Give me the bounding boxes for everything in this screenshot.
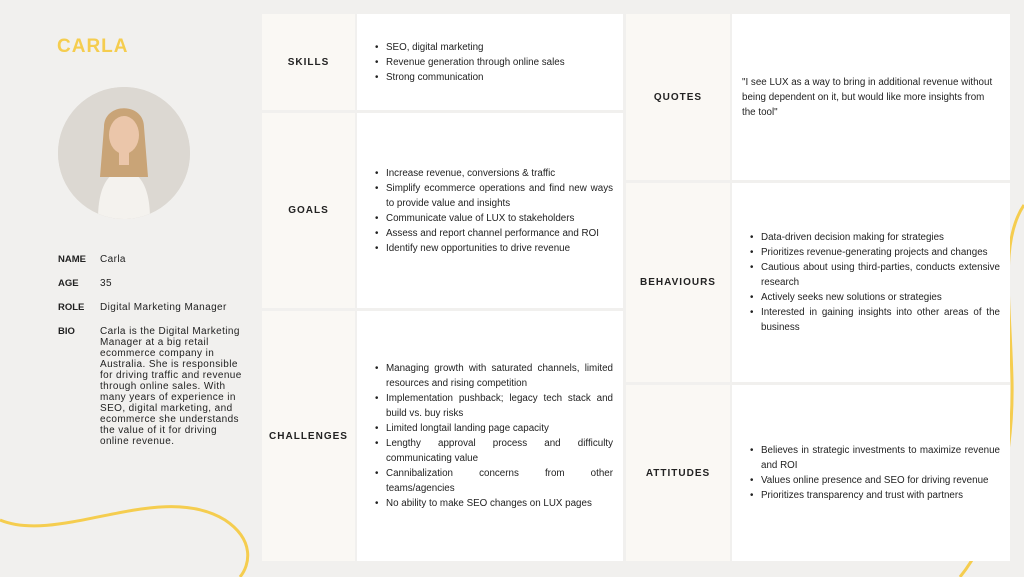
- fact-value: 35: [100, 278, 112, 289]
- behaviours-content: Data-driven decision making for strategi…: [732, 183, 1010, 382]
- list-item: Managing growth with saturated channels,…: [375, 361, 613, 391]
- fact-value: Digital Marketing Manager: [100, 302, 227, 313]
- list-item: Communicate value of LUX to stakeholders: [375, 211, 613, 226]
- challenges-content: Managing growth with saturated channels,…: [357, 311, 623, 561]
- fact-role: ROLE Digital Marketing Manager: [58, 302, 248, 313]
- fact-label: NAME: [58, 254, 86, 265]
- quotes-content: "I see LUX as a way to bring in addition…: [732, 14, 1010, 180]
- fact-label: ROLE: [58, 302, 85, 313]
- list-item: Interested in gaining insights into othe…: [750, 305, 1000, 335]
- list-item: Cannibalization concerns from other team…: [375, 466, 613, 496]
- list-item: Revenue generation through online sales: [375, 55, 565, 70]
- list-item: Simplify ecommerce operations and find n…: [375, 181, 613, 211]
- fact-label: AGE: [58, 278, 79, 289]
- list-item: Data-driven decision making for strategi…: [750, 230, 1000, 245]
- attitudes-content: Believes in strategic investments to max…: [732, 385, 1010, 561]
- list-item: Implementation pushback; legacy tech sta…: [375, 391, 613, 421]
- goals-content: Increase revenue, conversions & trafficS…: [357, 113, 623, 308]
- fact-value: Carla is the Digital Marketing Manager a…: [100, 326, 242, 447]
- persona-facts: NAME Carla AGE 35 ROLE Digital Marketing Ma…: [58, 254, 248, 460]
- skills-content: SEO, digital marketingRevenue generation…: [357, 14, 623, 110]
- list-item: Limited longtail landing page capacity: [375, 421, 613, 436]
- challenges-label: CHALLENGES: [262, 311, 355, 561]
- avatar: [58, 87, 190, 219]
- fact-bio: BIO Carla is the Digital Marketing Manage…: [58, 326, 248, 447]
- list-item: Assess and report channel performance an…: [375, 226, 613, 241]
- fact-label: BIO: [58, 326, 75, 337]
- list-item: Actively seeks new solutions or strategi…: [750, 290, 1000, 305]
- fact-name: NAME Carla: [58, 254, 248, 265]
- persona-name-title: CARLA: [57, 36, 129, 57]
- fact-value: Carla: [100, 254, 126, 265]
- skills-label: SKILLS: [262, 14, 355, 110]
- list-item: Prioritizes transparency and trust with …: [750, 488, 1000, 503]
- goals-label: GOALS: [262, 113, 355, 308]
- list-item: No ability to make SEO changes on LUX pa…: [375, 496, 613, 511]
- behaviours-label: BEHAVIOURS: [626, 183, 730, 382]
- list-item: Lengthy approval process and difficulty …: [375, 436, 613, 466]
- list-item: Cautious about using third-parties, cond…: [750, 260, 1000, 290]
- list-item: Identify new opportunities to drive reve…: [375, 241, 613, 256]
- quote-text: "I see LUX as a way to bring in addition…: [742, 76, 993, 118]
- fact-age: AGE 35: [58, 278, 248, 289]
- list-item: SEO, digital marketing: [375, 40, 565, 55]
- list-item: Strong communication: [375, 70, 565, 85]
- list-item: Believes in strategic investments to max…: [750, 443, 1000, 473]
- list-item: Values online presence and SEO for drivi…: [750, 473, 1000, 488]
- attitudes-label: ATTITUDES: [626, 385, 730, 561]
- list-item: Increase revenue, conversions & traffic: [375, 166, 613, 181]
- list-item: Prioritizes revenue-generating projects …: [750, 245, 1000, 260]
- quotes-label: QUOTES: [626, 14, 730, 180]
